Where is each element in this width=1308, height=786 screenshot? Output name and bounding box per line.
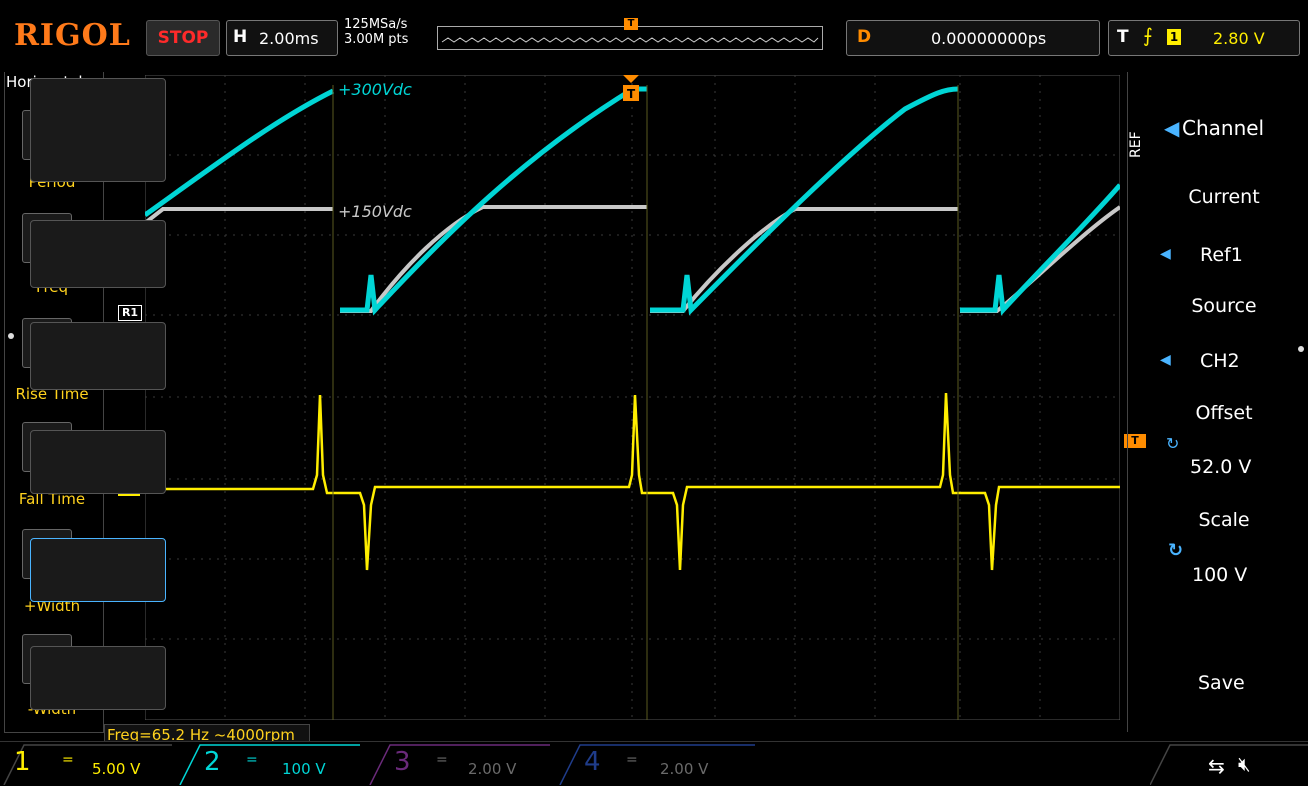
channel4-scale[interactable]: 2.00 V [660, 760, 709, 778]
top-status-bar: RIGOL STOP H 2.00ms 125MSa/s 3.00M pts T… [0, 0, 1308, 68]
channel-back-arrow-icon: ◀ [1164, 116, 1180, 140]
source-left-arrow-icon: ◀ [1160, 352, 1171, 368]
channel-tab-outlines [3, 744, 755, 785]
offset-knob-icon: ↻ [1166, 434, 1180, 453]
current-selector[interactable] [30, 220, 166, 288]
trigger-level-marker[interactable]: T [1124, 434, 1146, 448]
acquisition-info: 125MSa/s 3.00M pts [344, 17, 408, 47]
memory-trigger-position-marker: T [624, 18, 638, 30]
fall-time-label: Fall Time [18, 490, 86, 508]
reference-menu [1127, 72, 1308, 732]
speaker-mute-icon[interactable]: 🔇︎ [1238, 752, 1251, 776]
scale-control[interactable] [30, 538, 166, 602]
memory-waveform-preview [441, 37, 819, 43]
channel-menu-label: Channel [1182, 116, 1265, 140]
waveform-display[interactable]: +300Vdc +150Vdc T [145, 75, 1120, 720]
channel2-number[interactable]: 2 [204, 747, 221, 777]
left-page-indicator [8, 333, 14, 339]
horizontal-timebase-box[interactable]: H 2.00ms [226, 20, 338, 56]
grid-lines [145, 75, 1120, 720]
scale-label: Scale [1198, 509, 1250, 531]
ref-menu-tab: REF [1128, 131, 1144, 159]
trace-vertical-artifacts [332, 85, 959, 720]
channel2-scale[interactable]: 100 V [282, 760, 326, 778]
channel4-number[interactable]: 4 [584, 747, 601, 777]
delay-value: 0.00000000ps [931, 29, 1047, 48]
channel-status-bar [0, 741, 1308, 786]
measure-sidebar [4, 72, 104, 733]
annotation-150vdc: +150Vdc [338, 202, 412, 221]
channel3-coupling-icon: = [436, 752, 448, 768]
channel1-coupling-icon: = [62, 752, 74, 768]
offset-control[interactable] [30, 430, 166, 494]
delay-label: D [857, 27, 872, 47]
trigger-channel: 1 [1167, 29, 1181, 45]
delay-box[interactable]: D 0.00000000ps [846, 20, 1100, 56]
offset-label: Offset [1195, 402, 1253, 424]
channel1-scale[interactable]: 5.00 V [92, 760, 141, 778]
source-label: Source [1191, 295, 1257, 317]
channel2-waveform [145, 86, 1120, 316]
horizontal-label: H [233, 27, 248, 47]
trigger-position-label: T [627, 87, 636, 101]
save-button[interactable] [30, 646, 166, 710]
save-label: Save [1198, 672, 1245, 694]
trigger-level: 2.80 V [1213, 29, 1265, 48]
trigger-position-marker[interactable]: T [623, 75, 639, 101]
current-left-arrow-icon: ◀ [1160, 246, 1171, 262]
frequency-measurement: Freq=65.2 Hz ~4000rpm [104, 724, 310, 746]
timebase-value: 2.00ms [259, 29, 319, 48]
trigger-box[interactable]: T ⨍ 1 2.80 V [1108, 20, 1300, 56]
offset-value: 52.0 V [1190, 456, 1252, 478]
channel4-coupling-icon: = [626, 752, 638, 768]
right-page-indicator [1298, 346, 1304, 352]
channel-menu-button[interactable] [30, 78, 166, 182]
channel3-scale[interactable]: 2.00 V [468, 760, 517, 778]
rigol-logo: RIGOL [14, 18, 131, 53]
memory-depth: 3.00M pts [344, 32, 409, 47]
sample-rate: 125MSa/s [344, 17, 408, 32]
rising-edge-icon: ⨍ [1143, 25, 1153, 47]
run-stop-status[interactable]: STOP [146, 20, 220, 56]
channel3-number[interactable]: 3 [394, 747, 411, 777]
annotation-300vdc: +300Vdc [338, 80, 412, 99]
trigger-label: T [1117, 27, 1129, 47]
reference-offset-marker[interactable]: R1 [118, 305, 142, 321]
channel1-number[interactable]: 1 [14, 747, 31, 777]
current-value: Ref1 [1200, 244, 1243, 266]
scale-value: 100 V [1192, 564, 1248, 586]
current-label: Current [1188, 186, 1260, 208]
status-tray [1150, 744, 1308, 785]
scale-knob-icon: ↻ [1168, 540, 1184, 561]
source-selector[interactable] [30, 322, 166, 390]
channel2-coupling-icon: = [246, 752, 258, 768]
usb-icon: ⇆ [1208, 754, 1225, 778]
source-value: CH2 [1200, 350, 1240, 372]
